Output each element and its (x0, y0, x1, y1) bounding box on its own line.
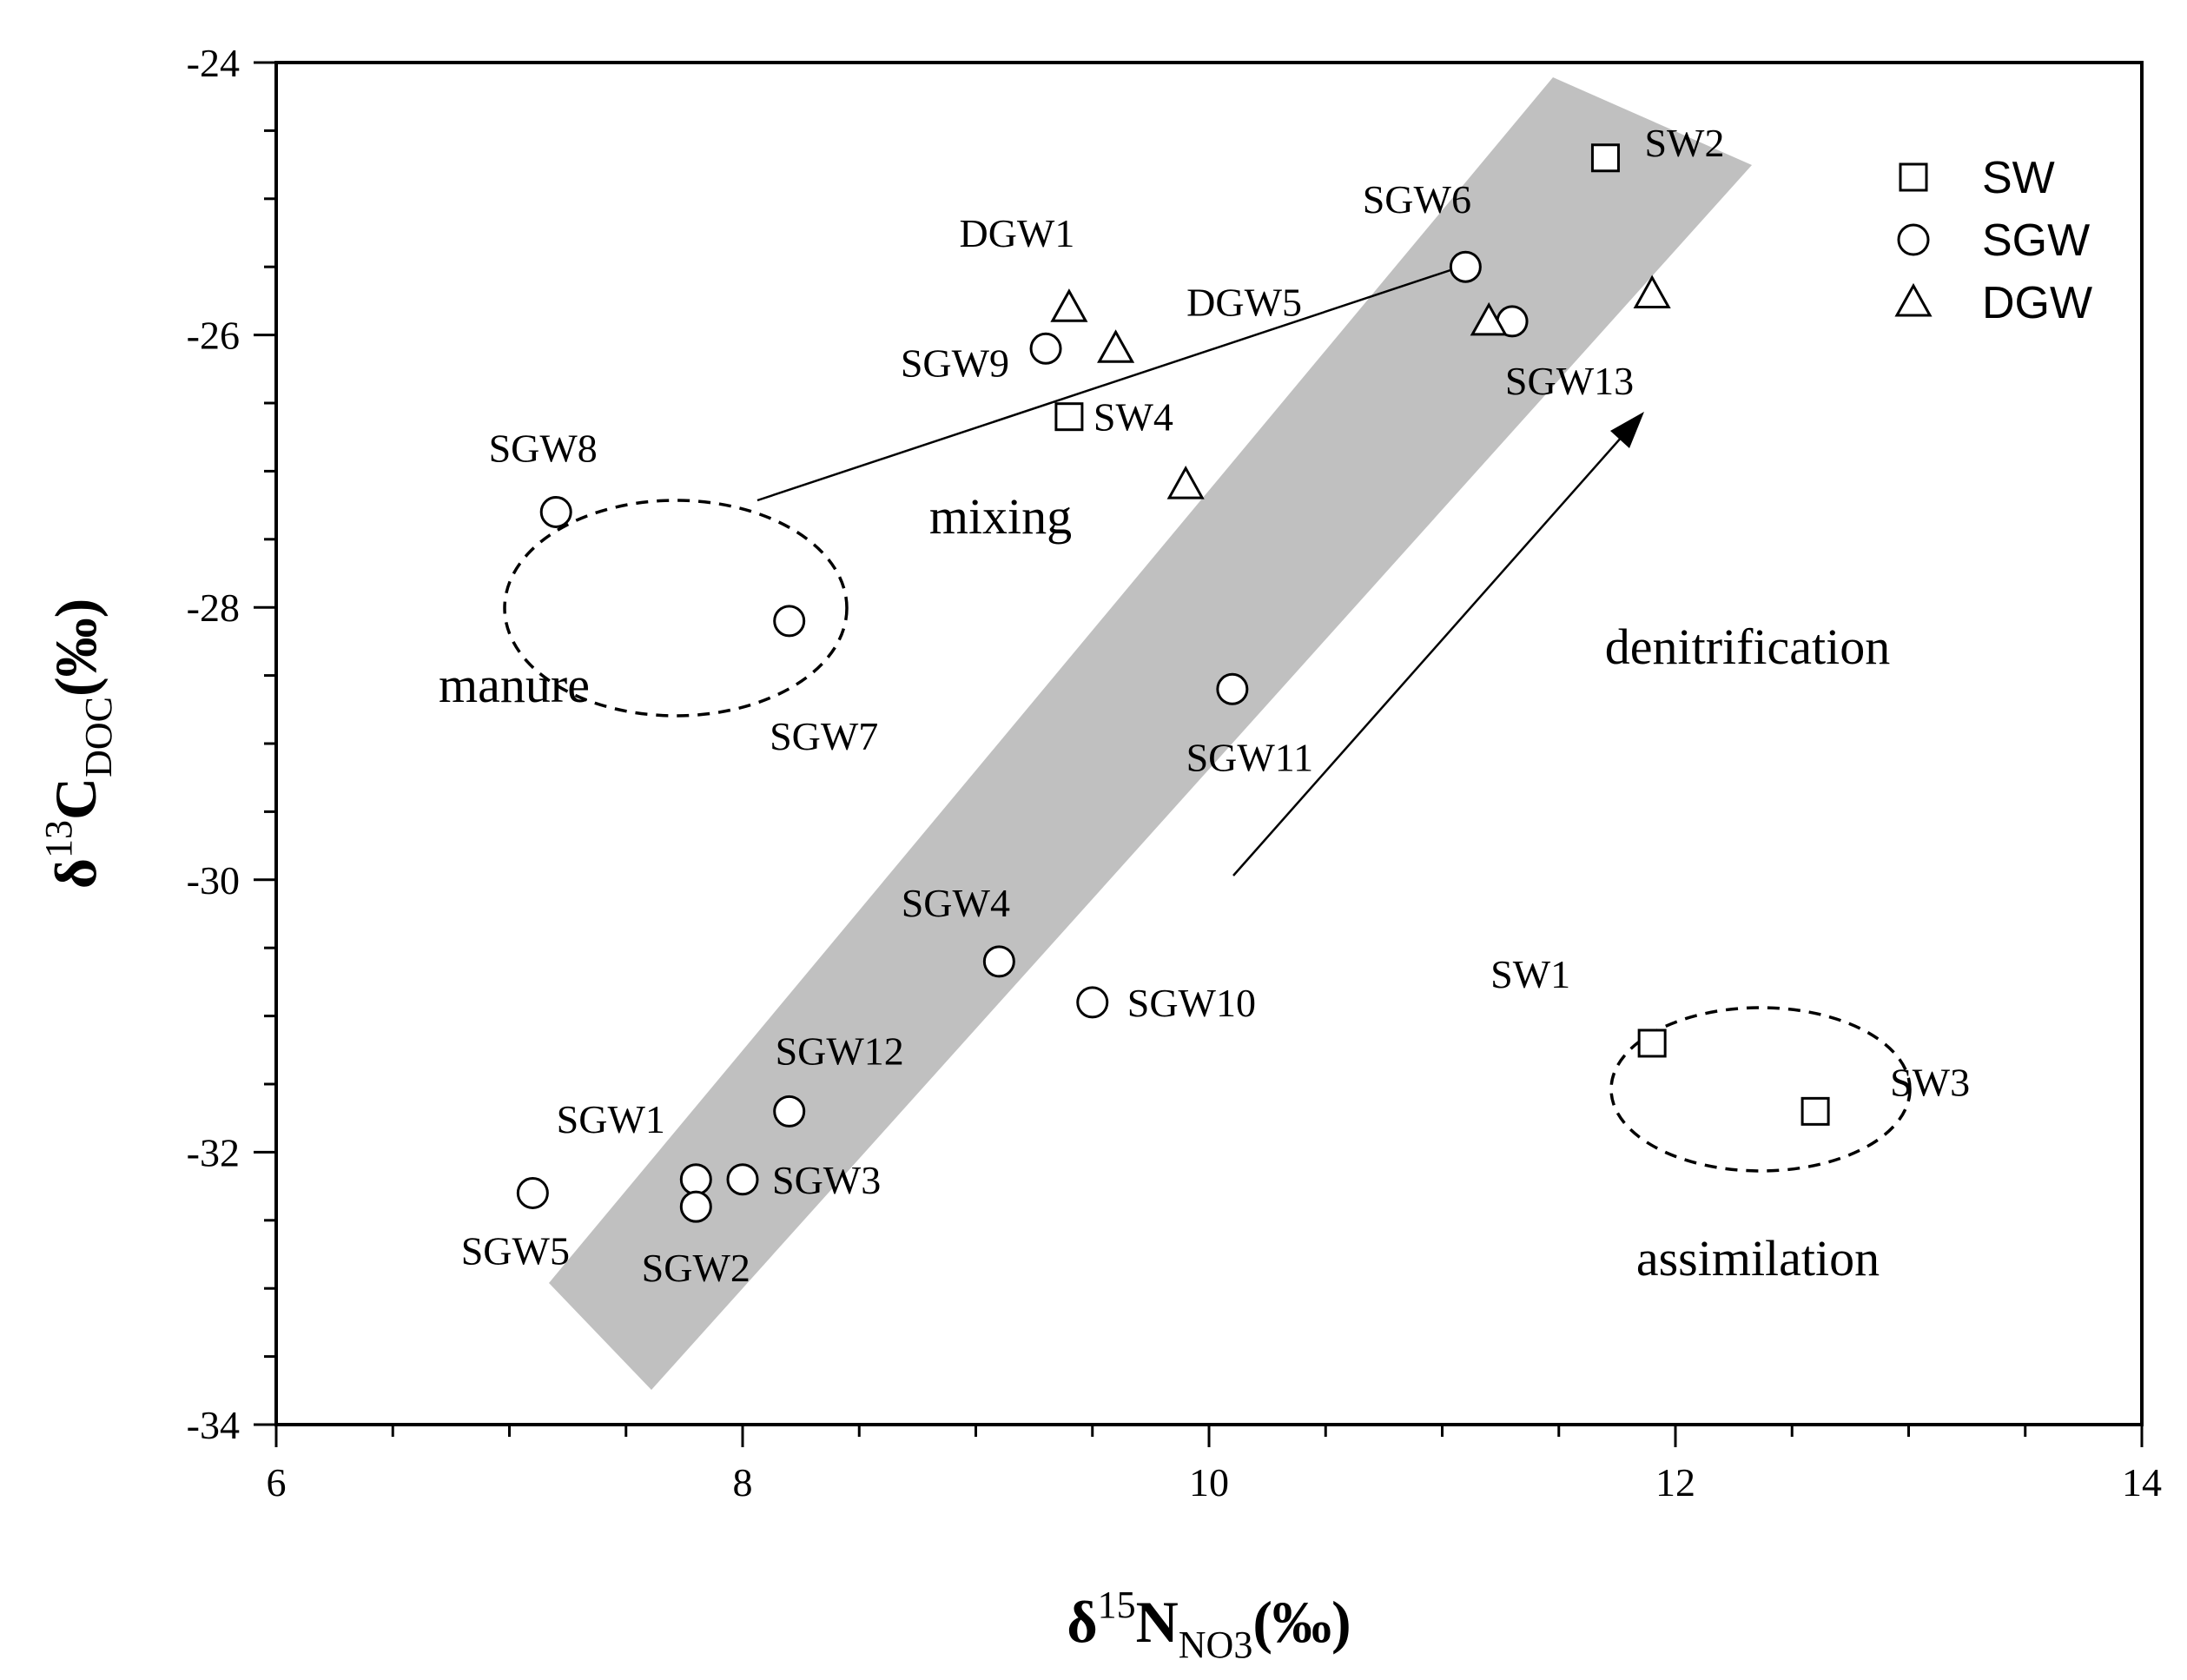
point-label: SW1 (1490, 952, 1570, 996)
point-label: SW3 (1890, 1060, 1970, 1104)
x-axis-title: δ15NNO3(‰) (1067, 1584, 1351, 1666)
point-label: DGW1 (959, 211, 1074, 255)
sgw-point (1076, 986, 1109, 1019)
point-label: SGW7 (770, 714, 878, 758)
y-tick-label: -24 (187, 41, 240, 85)
point-label: SGW11 (1186, 735, 1314, 779)
x-tick-label: 10 (1189, 1460, 1229, 1505)
sgw-point (726, 1163, 759, 1196)
x-tick-label: 14 (2122, 1460, 2162, 1505)
axes-layer: 6 8 10 12 14 -24 -26 -28 -30 -32 -34 (187, 41, 2162, 1505)
axis-titles: δ15NNO3(‰) δ13CDOC(‰) (37, 599, 1351, 1666)
point-label: SW4 (1094, 395, 1173, 440)
sgw-point (1216, 672, 1249, 705)
y-tick-label: -26 (187, 314, 240, 358)
dgw-point (1050, 288, 1088, 322)
legend-label: SGW (1982, 215, 2090, 266)
dgw-point (1470, 301, 1508, 336)
sw-point (1800, 1096, 1830, 1126)
legend-label: DGW (1982, 278, 2092, 328)
sgw-point (679, 1163, 712, 1196)
region-annotation: manure (439, 657, 590, 713)
dgw-point (1633, 274, 1671, 309)
marks-layer (516, 143, 1830, 1223)
point-label: SGW8 (489, 426, 598, 470)
sgw-point (982, 945, 1015, 978)
point-label: SGW4 (902, 881, 1010, 925)
trend-band (549, 77, 1752, 1390)
legend: SW SGW DGW (1894, 153, 2092, 328)
sw-point (1590, 143, 1620, 173)
point-label: SGW6 (1363, 177, 1471, 222)
sgw-point (773, 605, 806, 638)
denitrification-arrow (1232, 435, 1623, 876)
trend-band-layer (549, 77, 1752, 1390)
y-tick-label: -30 (187, 858, 240, 903)
sw-point (1054, 402, 1084, 432)
dgw-point (1166, 466, 1205, 499)
manure-ellipse (503, 499, 849, 718)
guide-layer (503, 264, 1912, 1173)
sgw-point (1029, 332, 1062, 365)
point-label: SGW3 (772, 1158, 881, 1202)
legend-sgw-marker (1897, 223, 1930, 256)
y-tick-label: -34 (187, 1403, 240, 1447)
y-axis-title: δ13CDOC(‰) (37, 599, 120, 890)
x-tick-label: 6 (267, 1460, 287, 1505)
point-label: SGW9 (901, 341, 1009, 385)
legend-dgw-marker (1894, 282, 1933, 317)
y-tick-label: -32 (187, 1130, 240, 1174)
point-label: SGW1 (557, 1097, 665, 1141)
point-label: SGW2 (642, 1246, 750, 1290)
legend-sw-marker (1899, 162, 1928, 192)
point-label: SGW12 (776, 1029, 904, 1073)
point-label: DGW5 (1186, 280, 1302, 324)
sgw-point (516, 1176, 549, 1209)
point-label: SGW13 (1505, 359, 1634, 403)
mixing-line (757, 264, 1464, 502)
dgw-point (1097, 329, 1135, 363)
legend-label: SW (1982, 153, 2055, 203)
assimilation-ellipse (1609, 1006, 1912, 1173)
sw-point (1637, 1029, 1667, 1058)
region-annotation: assimilation (1636, 1230, 1880, 1286)
arrow-head-icon (1610, 412, 1644, 448)
y-tick-label: -28 (187, 585, 240, 630)
sgw-point (539, 495, 572, 528)
point-label: SW2 (1644, 121, 1724, 165)
x-tick-label: 8 (733, 1460, 753, 1505)
region-annotation: denitrification (1605, 618, 1891, 675)
x-tick-label: 12 (1655, 1460, 1695, 1505)
sgw-point (773, 1095, 806, 1128)
sgw-point (1449, 250, 1482, 283)
region-annotation: mixing (929, 488, 1072, 545)
point-label: SGW5 (461, 1228, 570, 1273)
sgw-point (679, 1190, 712, 1223)
labels-layer: SW2 SW4 SW1 SW3 SGW6 SGW13 SGW9 SGW8 SGW7 SGW11 SG… (439, 121, 1970, 1290)
point-label: SGW10 (1127, 981, 1256, 1025)
